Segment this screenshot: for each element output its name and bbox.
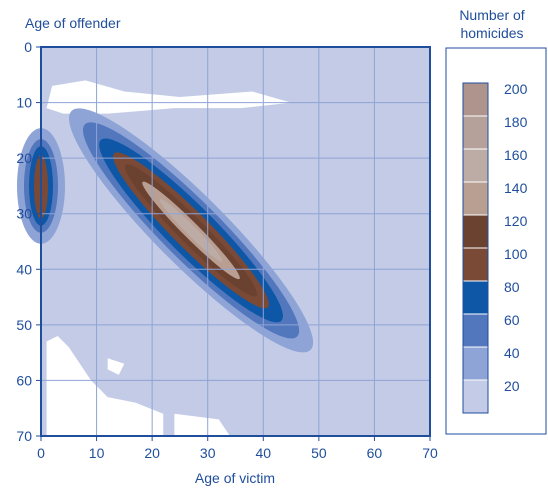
empty-region bbox=[174, 413, 230, 436]
empty-region bbox=[46, 80, 292, 114]
legend-label: 80 bbox=[504, 279, 520, 295]
y-tick-label: 60 bbox=[16, 372, 32, 388]
y-tick-label: 40 bbox=[16, 261, 32, 277]
legend-label: 20 bbox=[504, 378, 520, 394]
legend-swatch bbox=[462, 82, 489, 117]
legend-title-line-1: Number of bbox=[459, 7, 524, 23]
empty-region bbox=[46, 335, 164, 436]
density-contour bbox=[159, 199, 223, 262]
legend-frame bbox=[445, 47, 547, 435]
y-tick-label: 0 bbox=[24, 39, 32, 55]
x-tick-label: 40 bbox=[255, 445, 271, 461]
plot-frame bbox=[40, 46, 431, 437]
x-tick-label: 30 bbox=[200, 445, 216, 461]
x-tick-label: 10 bbox=[89, 445, 105, 461]
legend-swatch bbox=[462, 214, 489, 249]
legend-label: 100 bbox=[504, 246, 528, 262]
legend-label: 140 bbox=[504, 180, 528, 196]
legend-swatch bbox=[462, 280, 489, 315]
legend-label: 200 bbox=[504, 81, 528, 97]
legend-swatch bbox=[462, 379, 489, 414]
y-tick-label: 70 bbox=[16, 428, 32, 444]
legend-swatch bbox=[462, 181, 489, 216]
legend-label: 60 bbox=[504, 312, 520, 328]
y-tick-label: 20 bbox=[16, 150, 32, 166]
axes: 0 10 20 30 40 50 60 70 0 10 20 30 40 50 60 70 bbox=[16, 39, 438, 461]
legend-label: 160 bbox=[504, 147, 528, 163]
y-tick-label: 50 bbox=[16, 317, 32, 333]
legend-bar-frame bbox=[462, 82, 489, 414]
legend-label: 40 bbox=[504, 345, 520, 361]
legend-swatch bbox=[462, 313, 489, 348]
x-tick-label: 0 bbox=[37, 445, 45, 461]
empty-region bbox=[107, 358, 125, 375]
legend-swatch bbox=[462, 346, 489, 381]
legend-swatch bbox=[462, 148, 489, 183]
legend-label: 120 bbox=[504, 213, 528, 229]
legend: 200 180 160 140 120 100 80 60 40 20 bbox=[462, 81, 528, 414]
legend-swatch bbox=[462, 247, 489, 282]
x-tick-label: 70 bbox=[422, 445, 438, 461]
y-tick-label: 10 bbox=[16, 95, 32, 111]
legend-swatch bbox=[462, 115, 489, 150]
x-tick-label: 60 bbox=[367, 445, 383, 461]
y-axis-title: Age of offender bbox=[25, 15, 121, 31]
y-tick-label: 30 bbox=[16, 206, 32, 222]
legend-label: 180 bbox=[504, 114, 528, 130]
x-axis-title: Age of victim bbox=[195, 470, 275, 486]
heatmap-plot bbox=[17, 47, 430, 436]
x-tick-label: 50 bbox=[311, 445, 327, 461]
legend-title-line-2: homicides bbox=[460, 25, 523, 41]
x-tick-label: 20 bbox=[144, 445, 160, 461]
